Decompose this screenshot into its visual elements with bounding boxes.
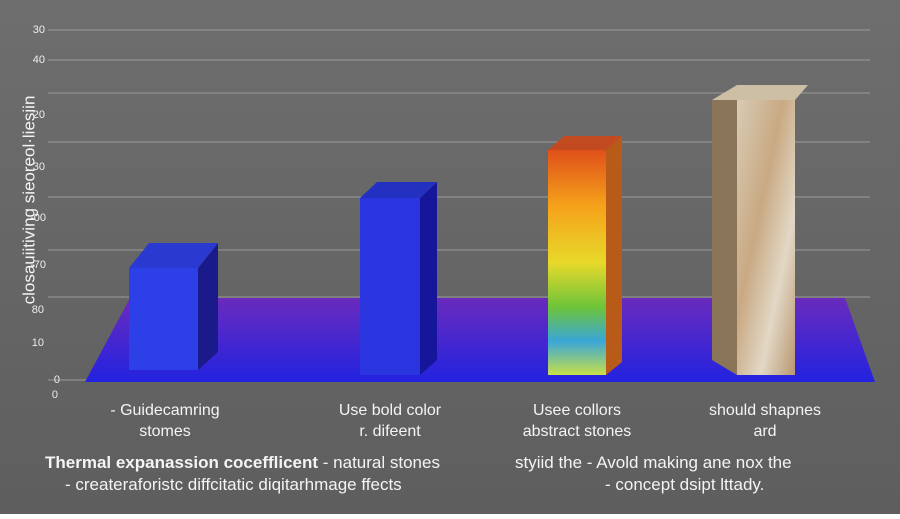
y-tick-label: 30 (33, 161, 45, 173)
caption-line: - concept dsipt lttady. (605, 475, 764, 494)
bar-top (712, 85, 808, 100)
tick-labels: 30 40 20 30 -00 -70 80 10 0 0 (30, 24, 60, 401)
bar (360, 198, 420, 375)
category-label: stomes (139, 423, 191, 440)
caption-line: - createraforistc diffcitatic diqitarhma… (65, 475, 402, 494)
bar-side (420, 182, 437, 375)
category-label: should shapnes (709, 402, 821, 419)
category-label: r. difeent (359, 423, 421, 440)
bar (548, 150, 606, 375)
caption-line: styiid the - Avold making ane nox the (515, 453, 792, 472)
y-tick-label: 40 (33, 54, 45, 66)
bar-top (548, 136, 622, 150)
category-label: Use bold color (339, 402, 442, 419)
bar (129, 268, 198, 370)
y-tick-label: -70 (30, 259, 46, 271)
bar-top (360, 182, 437, 198)
caption-line: Thermal expanassion cocefflicent - natur… (45, 453, 440, 472)
bar-side (712, 100, 737, 375)
category-labels: - Guidecamring stomes Use bold color r. dif… (110, 402, 821, 440)
floor (85, 298, 875, 382)
category-label: abstract stones (523, 423, 632, 440)
axis-label: closauiitiving sieoreol·liesiin (19, 96, 38, 305)
y-tick-label: -00 (30, 212, 46, 224)
y-tick-label: 30 (33, 24, 45, 36)
y-tick-label: 80 (32, 304, 44, 316)
y-tick-label: 0 (54, 374, 60, 386)
caption-bold: Thermal expanassion cocefflicent (45, 453, 318, 472)
category-label: ard (753, 423, 776, 440)
y-tick-label: 10 (32, 337, 44, 349)
bar-side (198, 243, 218, 370)
category-label: - Guidecamring (110, 402, 219, 419)
bar (737, 100, 795, 375)
caption-text: - natural stones (318, 453, 440, 472)
bar-top (129, 243, 218, 268)
category-label: Usee collors (533, 402, 621, 419)
y-tick-label: 20 (33, 109, 45, 121)
bar-side (606, 136, 622, 375)
y-tick-label: 0 (52, 389, 58, 401)
